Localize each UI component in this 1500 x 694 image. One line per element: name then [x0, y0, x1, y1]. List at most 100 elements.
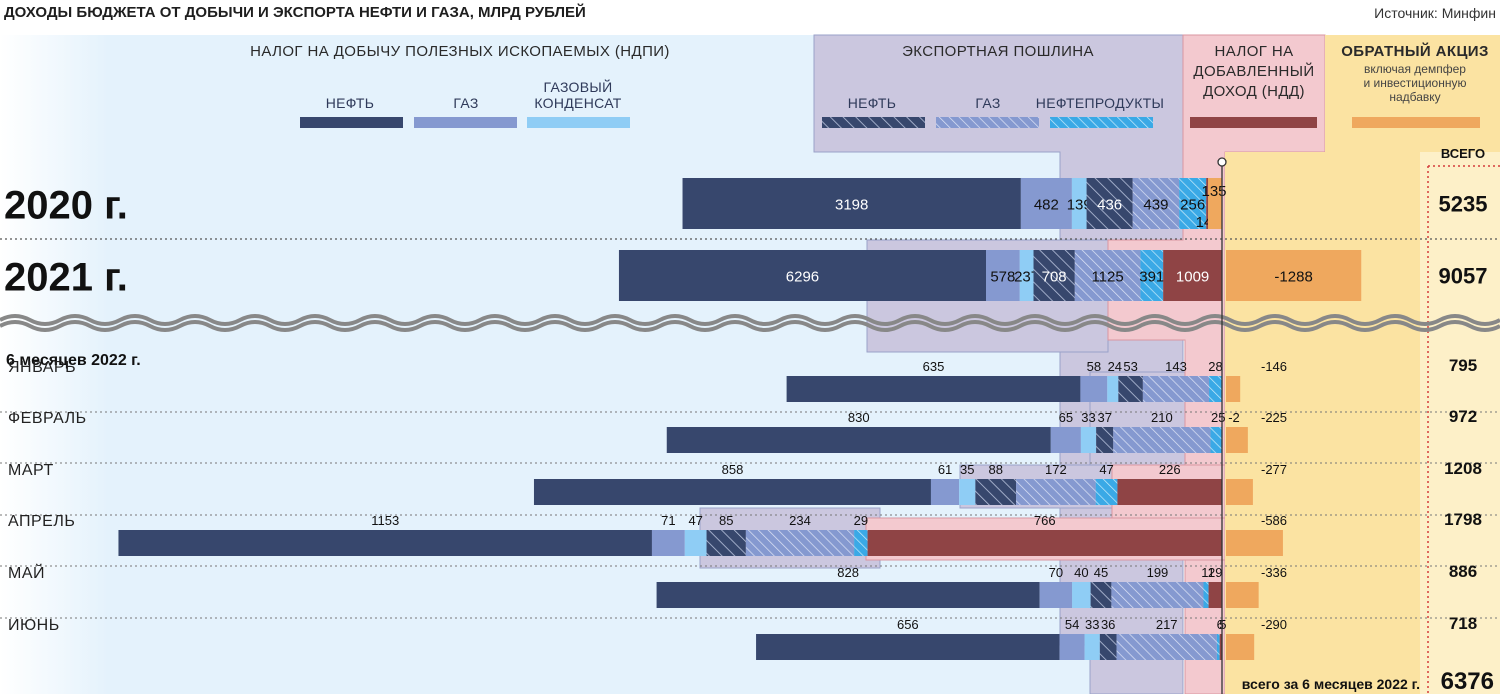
legend-excise-swatch	[1352, 117, 1480, 128]
ndpi-group-title: НАЛОГ НА ДОБЫЧУ ПОЛЕЗНЫХ ИСКОПАЕМЫХ (НДП…	[250, 43, 670, 60]
bar-ndpi-condensate	[1080, 427, 1097, 453]
bar-ndpi-gas	[1050, 427, 1081, 453]
value-label-reverse-excise: -336	[1261, 565, 1287, 580]
bar-reverse-excise	[1226, 530, 1283, 556]
value-label-export-products: 391	[1139, 269, 1164, 286]
bar-export-oil	[1090, 582, 1112, 608]
source-note: Источник: Минфин	[1374, 5, 1496, 21]
value-label-export-oil: 85	[719, 513, 733, 528]
value-label-ndpi-gas: 58	[1087, 359, 1101, 374]
value-label-export-gas: 210	[1151, 410, 1173, 425]
bar-export-gas	[1132, 178, 1180, 229]
value-label-ndpi-gas: 70	[1049, 565, 1063, 580]
value-label-ndpi-gas: 65	[1059, 410, 1073, 425]
bar-ndpi-condensate	[1019, 250, 1034, 301]
value-label-export-gas: 143	[1165, 359, 1187, 374]
export-group-title: ЭКСПОРТНАЯ ПОШЛИНА	[902, 43, 1094, 60]
value-label-ndpi-condensate: 24	[1108, 359, 1122, 374]
bar-ndd	[1208, 582, 1222, 608]
bar-export-gas	[1111, 582, 1204, 608]
total-column-label: ВСЕГО	[1441, 146, 1485, 161]
chart-rows: 2020 г.319848213943643925614913552352021…	[0, 178, 1500, 660]
value-label-reverse-excise: -290	[1261, 617, 1287, 632]
bar-ndpi-oil	[682, 178, 1021, 229]
row-total: 1798	[1444, 510, 1482, 529]
bar-reverse-excise	[1226, 376, 1241, 402]
value-label-export-gas: 217	[1156, 617, 1178, 632]
chart-title: ДОХОДЫ БЮДЖЕТА ОТ ДОБЫЧИ И ЭКСПОРТА НЕФТ…	[4, 3, 586, 21]
bar-export-products	[854, 530, 868, 556]
value-label-export-gas: 1125	[1091, 269, 1123, 286]
bar-ndpi-gas	[1039, 582, 1073, 608]
value-label-export-oil: 88	[989, 462, 1003, 477]
bar-export-oil	[1096, 427, 1114, 453]
value-label-export-products: 6	[1217, 617, 1224, 632]
excise-group-title: ОБРАТНЫЙ АКЦИЗ	[1341, 42, 1489, 60]
bar-reverse-excise	[1226, 250, 1362, 301]
bar-export-gas	[1142, 376, 1210, 402]
bar-export-oil	[706, 530, 746, 556]
bar-ndpi-condensate	[1071, 178, 1087, 229]
row-total: 972	[1449, 407, 1477, 426]
bar-export-products	[1210, 427, 1222, 453]
legend-condensate-label-2: КОНДЕНСАТ	[534, 95, 621, 111]
bar-export-products	[1095, 479, 1118, 505]
value-label-ndd: 5	[1219, 617, 1226, 632]
bar-reverse-excise	[1226, 634, 1255, 660]
value-label-reverse-excise: -225	[1261, 410, 1287, 425]
value-label-ndpi-oil: 6296	[786, 269, 819, 286]
value-label-export-oil: 708	[1042, 269, 1067, 286]
value-label-ndpi-oil: 656	[897, 617, 919, 632]
legend-exp-oil-swatch	[822, 117, 925, 128]
value-label-reverse-excise: -146	[1261, 359, 1287, 374]
value-label-ndpi-condensate: 237	[1014, 269, 1039, 286]
value-label-ndpi-condensate: 33	[1081, 410, 1095, 425]
value-label-ndd: -2	[1228, 410, 1240, 425]
scale-break-2	[0, 320, 1500, 332]
value-label-ndpi-condensate: 33	[1085, 617, 1099, 632]
row-total: 718	[1449, 614, 1477, 633]
bar-reverse-excise	[1226, 427, 1248, 453]
bar-ndd	[867, 530, 1222, 556]
row-total: 886	[1449, 562, 1477, 581]
excise-note-line1: включая демпфер	[1364, 62, 1466, 76]
bar-export-products	[1209, 376, 1222, 402]
bar-ndd	[1163, 250, 1222, 301]
bar-reverse-excise	[1208, 178, 1222, 229]
value-label-reverse-excise: 135	[1201, 183, 1226, 200]
value-label-export-gas: 439	[1143, 197, 1168, 214]
ndd-group-title-line2: ДОБАВЛЕННЫЙ	[1193, 62, 1314, 80]
bar-export-gas	[1016, 479, 1096, 505]
legend-condensate-swatch	[527, 117, 630, 128]
excise-panel-inner	[1420, 152, 1500, 694]
row-label: ИЮНЬ	[8, 617, 60, 634]
value-label-ndpi-gas: 61	[938, 462, 952, 477]
bar-ndpi-oil	[118, 530, 652, 556]
zero-reference-marker	[1217, 157, 1227, 167]
legend-exp-gas-swatch	[936, 117, 1039, 128]
bar-ndpi-condensate	[1084, 634, 1100, 660]
legend-exp-products-label: НЕФТЕПРОДУКТЫ	[1036, 95, 1164, 111]
grand-total-label: всего за 6 месяцев 2022 г.	[1242, 676, 1420, 692]
bar-ndpi-gas	[930, 479, 960, 505]
value-label-export-products: 29	[854, 513, 868, 528]
value-label-ndd: 766	[1034, 513, 1056, 528]
bar-ndpi-condensate	[959, 479, 976, 505]
row-total: 5235	[1439, 192, 1488, 217]
legend-condensate-label-1: ГАЗОВЫЙ	[544, 78, 613, 95]
legend-exp-gas-label: ГАЗ	[975, 95, 1000, 111]
row-total: 795	[1449, 356, 1477, 375]
legend-oil-label: НЕФТЬ	[326, 95, 375, 111]
value-label-export-products: 47	[1099, 462, 1113, 477]
grand-total-value: 6376	[1441, 668, 1494, 694]
value-label-reverse-excise: -586	[1261, 513, 1287, 528]
bar-ndpi-oil	[666, 427, 1051, 453]
excise-note-line2: и инвестиционную	[1364, 76, 1467, 90]
bar-ndpi-condensate	[1107, 376, 1119, 402]
bar-ndpi-gas	[651, 530, 685, 556]
value-label-ndpi-gas: 578	[990, 269, 1015, 286]
value-label-export-gas: 234	[789, 513, 811, 528]
value-label-ndpi-condensate: 35	[960, 462, 974, 477]
bar-ndpi-gas	[1059, 634, 1085, 660]
value-label-export-products: 11	[1201, 565, 1215, 580]
